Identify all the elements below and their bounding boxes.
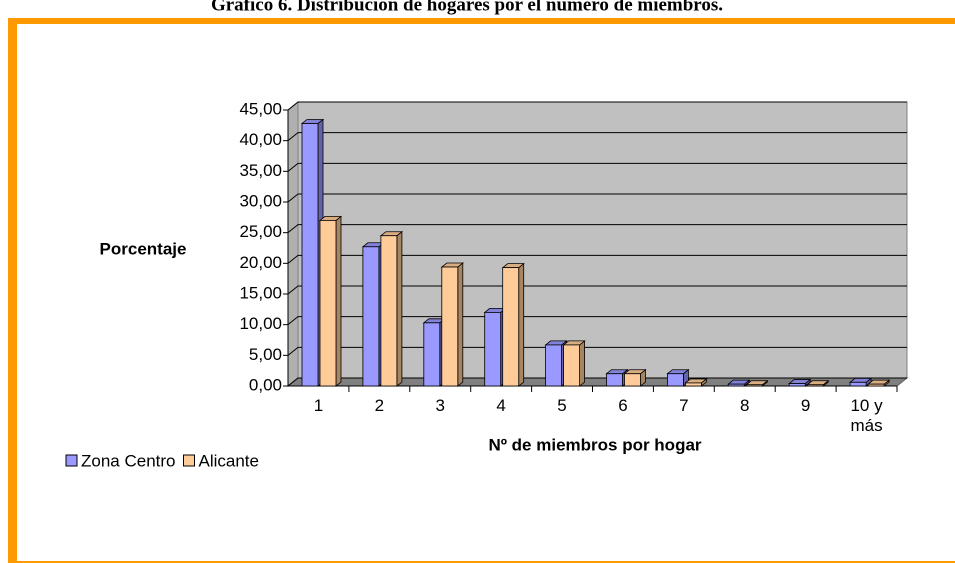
grid-line [287, 254, 907, 264]
bar [867, 383, 885, 387]
bar-side [518, 262, 525, 387]
bar [727, 383, 745, 387]
grid-line [287, 224, 907, 234]
y-tick-label: 25,00 [239, 222, 282, 241]
x-tick-label: 3 [435, 396, 445, 415]
x-tick-label: 5 [557, 396, 567, 415]
grid-line [287, 132, 907, 142]
frame-top [8, 18, 955, 24]
grid-line [287, 285, 907, 295]
bar-side [396, 230, 403, 387]
y-tick-label: 0,00 [249, 375, 282, 394]
x-tick-label: 7 [679, 396, 689, 415]
bar [484, 311, 502, 387]
x-tick-label-box: 2 [374, 396, 385, 415]
bar [745, 384, 763, 387]
grid-line [287, 377, 907, 387]
grid-line [287, 346, 907, 356]
x-tick-label-box: 5 [557, 396, 567, 415]
bar [849, 381, 867, 387]
y-tick-label: 45,00 [239, 99, 282, 118]
bar [563, 344, 580, 387]
y-tick-label: 10,00 [239, 314, 282, 333]
y-tick-label: 30,00 [239, 191, 282, 210]
x-tick-label-box: 1 [313, 396, 324, 415]
y-axis-title: Porcentaje [100, 239, 187, 258]
bar [319, 219, 337, 387]
chart-title: Gráfico 6. Distribución de hogares por e… [211, 0, 723, 15]
bar [685, 382, 702, 387]
x-tick-label-box: 4 [496, 396, 506, 415]
bar [624, 373, 641, 387]
x-tick-label-box: 7 [679, 396, 689, 415]
bar-side [457, 262, 464, 387]
frame-left [8, 18, 17, 563]
x-tick-label: 2 [374, 396, 385, 415]
bar [545, 344, 562, 387]
bar [362, 246, 380, 387]
x-tick-label-box: 6 [618, 396, 628, 415]
legend-swatch [183, 454, 195, 467]
side-wall [287, 100, 299, 388]
grid-line [287, 316, 907, 326]
bar [788, 383, 806, 387]
bar [606, 373, 623, 387]
x-tick-label: 8 [740, 396, 750, 415]
y-tick-label: 20,00 [239, 253, 282, 272]
x-tick-label-box: 8 [740, 396, 750, 415]
bar [502, 267, 520, 387]
x-tick-label: 1 [313, 396, 324, 415]
legend-label: Zona Centro [81, 451, 176, 470]
grid-line [287, 193, 907, 203]
bar [301, 123, 319, 387]
bar [441, 266, 459, 387]
x-tick-label: 4 [496, 396, 506, 415]
y-tick-label: 40,00 [239, 130, 282, 149]
grid-line [287, 162, 907, 172]
x-tick-label-box: 9 [800, 396, 811, 415]
y-tick-label: 35,00 [239, 161, 282, 180]
y-tick-label: 15,00 [239, 283, 282, 302]
frame-bottom [8, 561, 955, 563]
legend-swatch [65, 454, 78, 467]
x-tick-label: 6 [618, 396, 628, 415]
x-tick-label-box: 3 [435, 396, 445, 415]
bar-side [579, 340, 585, 387]
bar [806, 384, 824, 387]
legend-label: Alicante [199, 451, 259, 470]
x-tick-label: 10 y más [850, 396, 883, 435]
x-axis-title: Nº de miembros por hogar [488, 435, 701, 454]
bar [667, 373, 684, 387]
x-tick-label: 9 [800, 396, 811, 415]
x-tick-label-box: 10 y más [850, 396, 883, 435]
grid-line [287, 101, 907, 111]
bar [423, 322, 441, 387]
bar-side [335, 215, 342, 387]
y-tick-label: 5,00 [249, 345, 282, 364]
bar [380, 235, 398, 387]
